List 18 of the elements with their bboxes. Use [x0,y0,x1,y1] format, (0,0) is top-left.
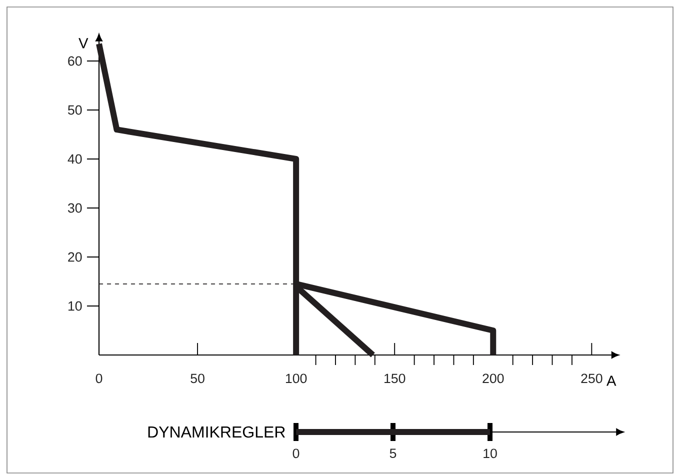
x-tick-label: 10 [484,448,497,458]
y-tick-label: 50 [68,105,82,115]
x-tick-label: 150 [384,374,406,384]
chart-title: DYNAMIKREGLER [148,426,285,438]
x-tick-label: 0 [96,374,102,384]
y-tick-label: 10 [68,301,82,311]
x-tick-label: 50 [190,374,204,384]
y-tick-label: 30 [68,203,82,213]
x-tick-label: 0 [292,448,300,458]
y-tick-label: 20 [68,252,82,262]
x-tick-label: 100 [286,374,307,384]
x-tick-label: 200 [482,374,504,384]
y-tick-label: 60 [68,56,82,66]
x-axis-title: A [606,376,616,386]
x-tick-label: 5 [390,448,396,458]
y-tick-label: 40 [68,154,82,164]
y-axis-title: V [78,38,88,48]
x-tick-label: 250 [581,374,602,384]
